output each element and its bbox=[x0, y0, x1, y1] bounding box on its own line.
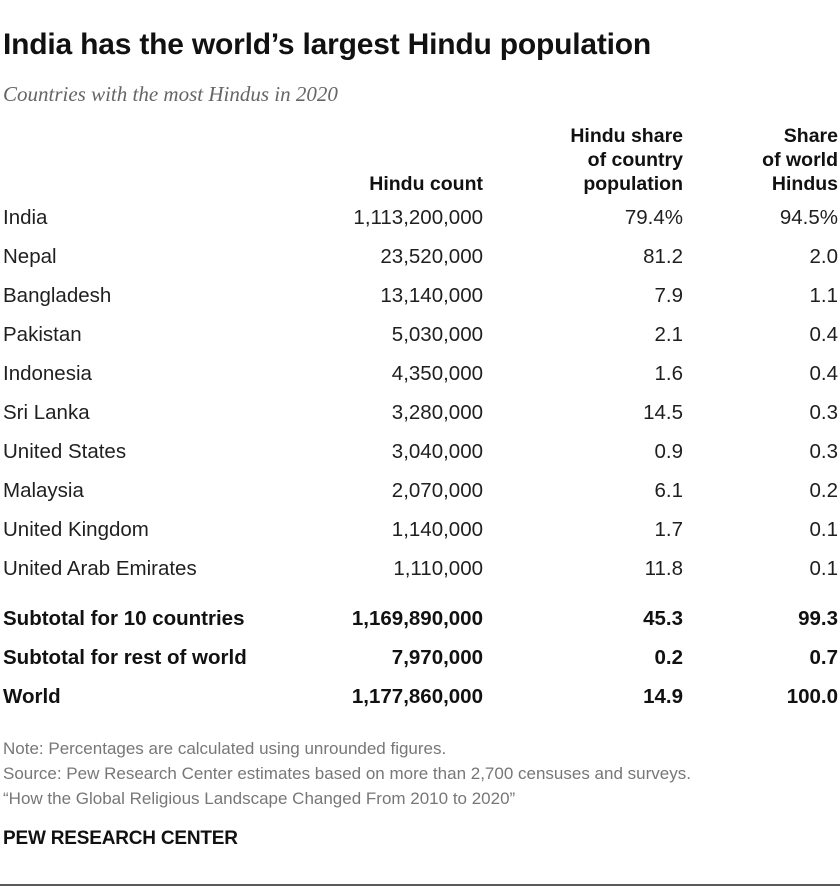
chart-title: India has the world’s largest Hindu popu… bbox=[3, 28, 652, 61]
column-header-line: Hindu share bbox=[570, 125, 683, 147]
summary-row-count: 1,177,860,000 bbox=[351, 685, 483, 708]
column-header-share-country: Hindu share of country population bbox=[570, 124, 683, 196]
table-row-count: 3,280,000 bbox=[391, 401, 483, 424]
table-row-share-country: 6.1 bbox=[654, 479, 684, 502]
table-row-share-world: 0.4 bbox=[809, 323, 839, 346]
table-row-label: Nepal bbox=[3, 245, 57, 268]
table-row-label: Pakistan bbox=[3, 323, 82, 346]
report-title: “How the Global Religious Landscape Chan… bbox=[3, 789, 516, 808]
summary-row-share-world: 100.0 bbox=[786, 685, 838, 708]
table-row-share-world: 94.5% bbox=[779, 206, 838, 229]
table-row-label: United Arab Emirates bbox=[3, 557, 197, 580]
notes-block: Note: Percentages are calculated using u… bbox=[3, 736, 691, 811]
table-row-share-world: 2.0 bbox=[809, 245, 839, 268]
column-header-share-world: Share of world Hindus bbox=[762, 124, 838, 196]
summary-row-count: 1,169,890,000 bbox=[351, 607, 483, 630]
table-row-count: 23,520,000 bbox=[380, 245, 483, 268]
table-row-share-country: 0.9 bbox=[654, 440, 684, 463]
table-row-share-world: 0.3 bbox=[809, 401, 839, 424]
summary-row-count: 7,970,000 bbox=[391, 646, 483, 669]
summary-row-label: World bbox=[3, 685, 61, 708]
table-row-share-world: 0.1 bbox=[809, 557, 839, 580]
table-row-share-world: 1.1 bbox=[809, 284, 839, 307]
note-text: Note: Percentages are calculated using u… bbox=[3, 739, 447, 758]
table-row-label: Bangladesh bbox=[3, 284, 112, 307]
table-row-label: Indonesia bbox=[3, 362, 92, 385]
column-header-line: Share bbox=[783, 125, 838, 147]
table-row-share-world: 0.4 bbox=[809, 362, 839, 385]
column-header-line: of world bbox=[762, 149, 838, 171]
table-row-count: 2,070,000 bbox=[391, 479, 483, 502]
table-row-label: United States bbox=[3, 440, 127, 463]
column-header-line: Hindus bbox=[771, 173, 838, 195]
table-row-label: Malaysia bbox=[3, 479, 84, 502]
column-header-line: population bbox=[583, 173, 683, 195]
summary-row-share-country: 0.2 bbox=[654, 646, 684, 669]
table-row-label: United Kingdom bbox=[3, 518, 149, 541]
table-row-count: 5,030,000 bbox=[391, 323, 483, 346]
table-row-share-country: 79.4% bbox=[624, 206, 683, 229]
column-header-line: of country bbox=[587, 149, 683, 171]
source-text: Source: Pew Research Center estimates ba… bbox=[3, 764, 691, 783]
table-row-share-country: 1.7 bbox=[654, 518, 684, 541]
table-row-share-country: 1.6 bbox=[654, 362, 684, 385]
table-row-share-country: 7.9 bbox=[654, 284, 684, 307]
summary-row-label: Subtotal for rest of world bbox=[3, 646, 247, 669]
table-row-label: India bbox=[3, 206, 48, 229]
column-header-line: Hindu count bbox=[369, 173, 483, 195]
summary-row-share-country: 45.3 bbox=[643, 607, 683, 630]
table-row-share-world: 0.3 bbox=[809, 440, 839, 463]
table-row-share-country: 14.5 bbox=[643, 401, 683, 424]
table-row-count: 1,140,000 bbox=[391, 518, 483, 541]
summary-row-share-country: 14.9 bbox=[643, 685, 683, 708]
table-row-share-country: 81.2 bbox=[643, 245, 683, 268]
table-row-count: 1,113,200,000 bbox=[353, 206, 483, 229]
summary-row-label: Subtotal for 10 countries bbox=[3, 607, 245, 630]
chart-subtitle: Countries with the most Hindus in 2020 bbox=[3, 82, 338, 106]
table-row-share-world: 0.2 bbox=[809, 479, 839, 502]
bottom-rule bbox=[0, 884, 840, 886]
table-row-count: 1,110,000 bbox=[393, 557, 483, 580]
table-row-share-world: 0.1 bbox=[809, 518, 839, 541]
table-row-share-country: 2.1 bbox=[654, 323, 684, 346]
column-header-count: Hindu count bbox=[369, 172, 483, 196]
summary-row-share-world: 0.7 bbox=[809, 646, 839, 669]
table-row-count: 3,040,000 bbox=[391, 440, 483, 463]
table-row-count: 4,350,000 bbox=[391, 362, 483, 385]
table-row-share-country: 11.8 bbox=[644, 557, 683, 580]
pew-logo-text: PEW RESEARCH CENTER bbox=[3, 828, 238, 849]
summary-row-share-world: 99.3 bbox=[798, 607, 838, 630]
table-row-count: 13,140,000 bbox=[380, 284, 483, 307]
table-row-label: Sri Lanka bbox=[3, 401, 90, 424]
